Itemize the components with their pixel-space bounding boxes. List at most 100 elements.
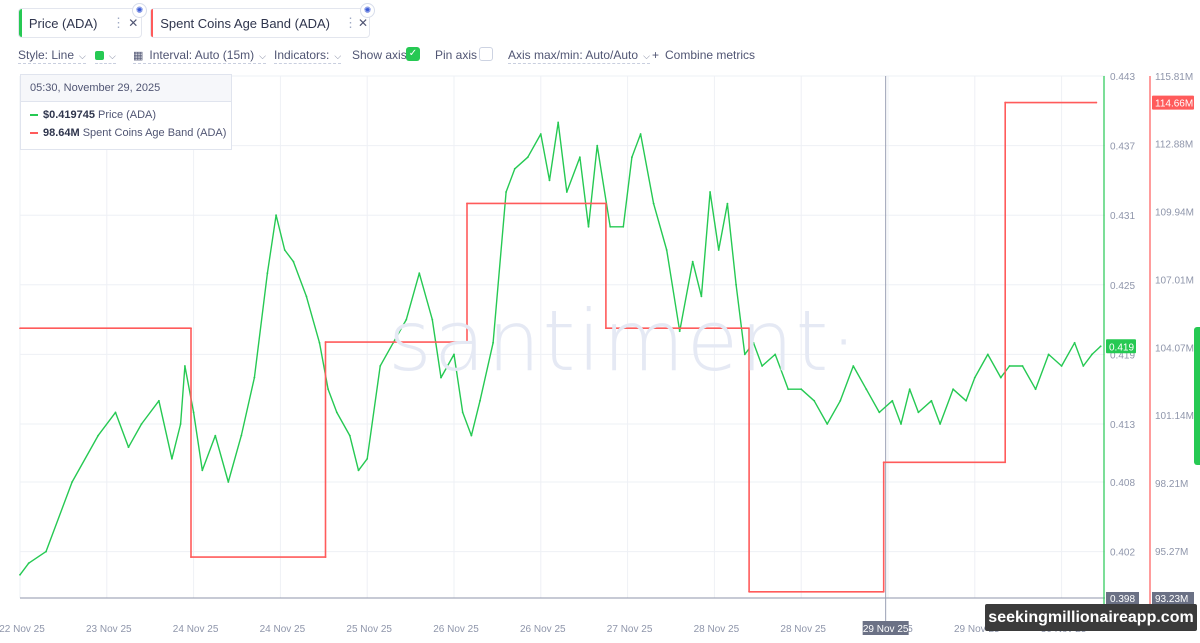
metric-tab-price[interactable]: Price (ADA) ⋮ ✕ ✺ [18, 3, 147, 38]
y-axis-left-current-label: 0.419 [1109, 342, 1134, 353]
chevron-down-icon: ⌵ [109, 51, 116, 61]
indicators-dropdown[interactable]: Indicators: ⌵ [274, 48, 342, 64]
x-axis-tick-label: 26 Nov 25 [433, 624, 479, 635]
spent-coins-point [190, 327, 192, 330]
price-point [227, 481, 230, 483]
tooltip-row-spent: 98.64M Spent Coins Age Band (ADA) [21, 125, 231, 141]
price-point [379, 365, 382, 367]
price-point [357, 469, 360, 472]
calendar-icon: ▦ [133, 50, 144, 62]
price-point [557, 121, 560, 124]
close-icon[interactable]: ✕ [357, 16, 369, 30]
price-point [305, 295, 308, 298]
y-axis-left-tick-label: 0.402 [1110, 548, 1135, 559]
close-icon[interactable]: ✕ [128, 16, 139, 30]
y-axis-left-tick-label: 0.408 [1110, 478, 1135, 489]
price-point [939, 423, 941, 425]
x-axis-tick-label: 24 Nov 25 [173, 624, 219, 635]
price-legend-swatch [30, 114, 38, 117]
price-point [678, 330, 681, 333]
price-point [1047, 353, 1050, 356]
x-axis-tick-label: 28 Nov 25 [780, 624, 826, 635]
spent-coins-point [748, 327, 751, 330]
price-point [1034, 388, 1037, 391]
spent-coins-point [190, 556, 192, 558]
price-point [240, 434, 243, 437]
price-point [700, 295, 703, 298]
price-point [440, 376, 442, 379]
price-point [826, 423, 829, 425]
price-point [348, 434, 351, 437]
axis-maxmin-label: Axis max/min: Auto/Auto [508, 48, 639, 62]
price-point [665, 249, 668, 251]
vertical-dots-icon[interactable]: ⋮ [344, 15, 358, 30]
price-point [453, 353, 455, 356]
combine-metrics-button[interactable]: + Combine metrics [652, 48, 755, 63]
price-point [761, 365, 764, 367]
price-point [548, 179, 551, 182]
spent-coins-point [882, 461, 885, 464]
y-axis-right-tick-label: 112.88M [1155, 140, 1193, 151]
spent-coins-point [1004, 101, 1007, 104]
metric-tab-spent-coins[interactable]: Spent Coins Age Band (ADA) ⋮ ✕ ✺ [150, 3, 375, 38]
y-axis-left-tick-label: 0.425 [1110, 281, 1135, 292]
tooltip-spent-value: 98.64M [43, 127, 80, 139]
spent-coins-point [466, 202, 468, 205]
price-point [1099, 345, 1102, 348]
chevron-down-icon: ⌵ [79, 51, 86, 61]
price-point [1008, 365, 1011, 367]
price-point [800, 388, 803, 391]
price-point [930, 399, 933, 402]
spent-coins-point [1004, 461, 1007, 464]
price-point [214, 434, 217, 437]
price-point [19, 573, 21, 576]
axis-maxmin-dropdown[interactable]: Axis max/min: Auto/Auto ⌵ [508, 48, 650, 64]
watermark: santiment· [388, 292, 860, 390]
chart-resize-handle[interactable] [1194, 327, 1200, 465]
pin-axis-label: Pin axis [435, 48, 478, 62]
interval-dropdown[interactable]: ▦ Interval: Auto (15m) ⌵ [133, 48, 266, 64]
price-point [852, 365, 855, 367]
spent-coins-point [605, 327, 607, 330]
style-dropdown[interactable]: Style: Line ⌵ [18, 48, 86, 64]
gear-icon[interactable]: ✺ [360, 3, 375, 18]
show-axis-checkbox[interactable]: ✓ [406, 47, 420, 61]
price-point [470, 434, 473, 437]
spent-coins-step-line [20, 101, 1097, 593]
price-point [596, 144, 599, 147]
crosshair-date-label: 29 Nov 25 [863, 624, 909, 635]
price-point [565, 191, 568, 193]
y-axis-left-tick-label: 0.431 [1110, 211, 1135, 222]
price-point [253, 376, 256, 379]
price-point [127, 446, 130, 449]
price-point [140, 423, 143, 425]
price-point [318, 341, 321, 344]
price-point [965, 399, 968, 402]
spent-coins-point [1095, 101, 1098, 104]
gear-icon[interactable]: ✺ [132, 3, 147, 18]
x-axis-tick-label: 26 Nov 25 [520, 624, 566, 635]
metric-color-bar [19, 9, 22, 37]
y-axis-left-tick-label: 0.443 [1110, 72, 1135, 83]
indicators-label: Indicators: [274, 48, 330, 62]
source-credit: seekingmillionaireapp.com [985, 604, 1197, 631]
metrics-bar: Price (ADA) ⋮ ✕ ✺ Spent Coins Age Band (… [0, 0, 1200, 44]
metric-label: Price (ADA) [28, 15, 98, 31]
x-axis-tick-label: 23 Nov 25 [86, 624, 132, 635]
y-axis-right-tick-label: 107.01M [1155, 275, 1194, 286]
metric-color-bar [151, 9, 154, 37]
price-point [27, 562, 30, 565]
tooltip-date: 05:30, November 29, 2025 [21, 75, 231, 102]
price-point [327, 388, 330, 391]
tooltip-price-label: Price (ADA) [98, 109, 157, 121]
price-point [752, 341, 755, 344]
pin-axis-checkbox[interactable] [479, 47, 493, 61]
color-picker[interactable]: ⌵ [95, 48, 116, 64]
color-swatch-icon [95, 51, 104, 61]
price-point [952, 388, 954, 391]
price-point [787, 388, 790, 391]
vertical-dots-icon[interactable]: ⋮ [111, 15, 125, 30]
combine-metrics-label: Combine metrics [665, 48, 756, 62]
tooltip-row-price: $0.419745 Price (ADA) [21, 107, 231, 123]
price-point [839, 399, 842, 402]
